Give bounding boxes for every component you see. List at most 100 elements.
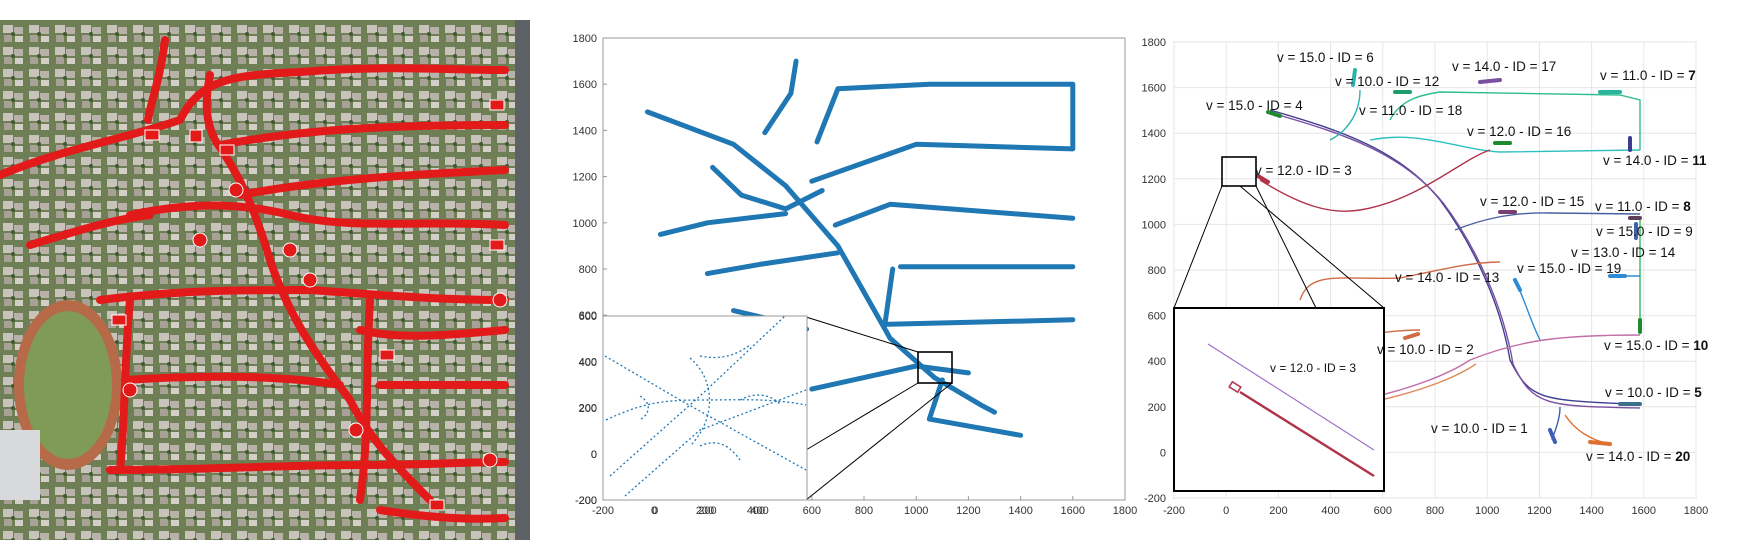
road-line — [926, 377, 1024, 438]
y-tick-label: 1800 — [1142, 37, 1166, 49]
x-tick-label: 800 — [855, 505, 873, 517]
x-tick-label: 800 — [1426, 505, 1444, 517]
vehicle-label: v = 11.0 - ID = 8 — [1595, 199, 1691, 214]
vehicle-velocity-text: v = 10.0 - ID = — [1335, 74, 1424, 89]
vehicle-labels: v = 15.0 - ID = 6v = 10.0 - ID = 12v = 1… — [1206, 50, 1708, 464]
vehicle-id-text: 8 — [1683, 199, 1691, 214]
vehicle-label: v = 11.0 - ID = 7 — [1600, 68, 1696, 83]
vehicle-label: v = 14.0 - ID = 13 — [1395, 270, 1499, 285]
y-tick-label: 400 — [579, 356, 597, 368]
x-tick-label: 1000 — [904, 505, 928, 517]
zoom-connector-bottom — [805, 382, 953, 501]
vehicle-velocity-text: v = 14.0 - ID = — [1395, 270, 1484, 285]
road-map-x-ticks: -200 0 200 400 600 800 1000 1200 1400 1600 1800 — [592, 496, 1137, 517]
vehicle-velocity-text: v = 15.0 - ID = — [1596, 224, 1685, 239]
vehicle-velocity-text: v = 14.0 - ID = — [1452, 59, 1541, 74]
y-tick-label: -200 — [1144, 493, 1166, 505]
vehicle-label: v = 12.0 - ID = 15 — [1480, 194, 1584, 209]
inset-x-tick-label: 0 — [651, 505, 657, 517]
inset-intersection-curves — [604, 315, 807, 497]
road-map-plot: -200 0 200 400 600 800 1000 1200 1400 1600 1800 -2… — [573, 33, 1138, 517]
x-tick-label: 1400 — [1008, 505, 1032, 517]
road-map-inset — [602, 315, 808, 501]
x-tick-label: 400 — [750, 505, 768, 517]
vehicle-label: v = 10.0 - ID = 12 — [1335, 74, 1439, 89]
vehicle-velocity-text: v = 11.0 - ID = — [1600, 68, 1688, 83]
y-tick-label: 1400 — [573, 125, 597, 137]
vehicle-label: v = 10.0 - ID = 2 — [1377, 342, 1474, 357]
vehicle-label: v = 14.0 - ID = 20 — [1586, 449, 1690, 464]
x-tick-label: 1200 — [1527, 505, 1551, 517]
vehicle-label: v = 12.0 - ID = 3 — [1255, 163, 1352, 178]
vehicle-id-text: 20 — [1675, 449, 1690, 464]
vehicle-label: v = 10.0 - ID = 5 — [1605, 385, 1702, 400]
zoom-connector-right — [1255, 185, 1317, 309]
y-tick-label: 800 — [579, 264, 597, 276]
y-tick-label: 1200 — [573, 172, 597, 184]
x-tick-label: 0 — [652, 505, 658, 517]
inset-y-tick-label: 0 — [591, 449, 597, 461]
vehicle-id-text: 12 — [1424, 74, 1439, 89]
building — [0, 430, 40, 500]
y-tick-label: 1400 — [1142, 128, 1166, 140]
vehicle-label: v = 15.0 - ID = 10 — [1604, 338, 1708, 353]
road-overlay — [0, 36, 509, 523]
vehicle-id-text: 15 — [1569, 194, 1584, 209]
y-tick-label: 1800 — [573, 33, 597, 45]
inset-y-tick-label: 400 — [579, 357, 597, 369]
vehicle-id-text: 1 — [1520, 421, 1528, 436]
y-tick-label: 200 — [1148, 402, 1166, 414]
vehicle-id-text: 17 — [1541, 59, 1556, 74]
inset-y-tick-label: 200 — [579, 403, 597, 415]
sports-field — [24, 311, 112, 459]
road-line — [809, 363, 971, 392]
x-tick-label: 600 — [803, 505, 821, 517]
vehicle-velocity-text: v = 13.0 - ID = — [1571, 245, 1660, 260]
vehicle-id-text: 19 — [1606, 261, 1621, 276]
vehicle-label: v = 14.0 - ID = 17 — [1452, 59, 1556, 74]
road-line — [882, 266, 1076, 327]
x-tick-label: 1400 — [1579, 505, 1603, 517]
vehicle-velocity-text: v = 14.0 - ID = — [1586, 449, 1675, 464]
vehicle-label: v = 15.0 - ID = 4 — [1206, 98, 1303, 113]
vehicle-velocity-text: v = 15.0 - ID = — [1517, 261, 1606, 276]
inset-reference-path — [1207, 343, 1375, 451]
vehicle-label: v = 10.0 - ID = 1 — [1431, 421, 1528, 436]
vehicle-velocity-text: v = 10.0 - ID = — [1377, 342, 1466, 357]
road-line — [710, 164, 825, 212]
road-map-inset-ticks: 0 200 400 -200 0 200 400 600 — [575, 311, 765, 517]
vehicle-velocity-text: v = 15.0 - ID = — [1277, 50, 1366, 65]
x-tick-label: 1800 — [1113, 505, 1137, 517]
vehicle-velocity-text: v = 15.0 - ID = — [1604, 338, 1693, 353]
y-tick-label: 1000 — [573, 218, 597, 230]
road-line — [832, 201, 1076, 228]
y-tick-label: 600 — [1148, 311, 1166, 323]
vehicle-velocity-text: v = 12.0 - ID = — [1467, 124, 1556, 139]
vehicle-id-text: 4 — [1295, 98, 1303, 113]
inset-x-tick-label: 200 — [696, 505, 714, 517]
x-tick-label: 200 — [1269, 505, 1287, 517]
road-map-y-ticks: -200 0 200 400 600 800 1000 1200 1400 1600 1800 — [573, 33, 607, 507]
vehicle-label: v = 14.0 - ID = 11 — [1603, 153, 1707, 168]
road-line — [809, 81, 1076, 184]
y-tick-label: 600 — [579, 310, 597, 322]
x-tick-label: 1800 — [1684, 505, 1708, 517]
vehicle-velocity-text: v = 14.0 - ID = — [1603, 153, 1692, 168]
vehicle-id-text: 11 — [1692, 153, 1707, 168]
road-centerlines — [644, 58, 1076, 438]
y-tick-label: 1600 — [1142, 83, 1166, 95]
highway — [515, 20, 530, 540]
vehicle-label: v = 11.0 - ID = 18 — [1359, 103, 1462, 118]
vehicle-label: v = 15.0 - ID = 9 — [1596, 224, 1693, 239]
inset-y-tick-label: -200 — [575, 495, 597, 507]
vehicle-velocity-text: v = 11.0 - ID = — [1359, 103, 1447, 118]
trajectory-x-ticks: -200 0 200 400 600 800 1000 1200 1400 1600 1800 — [1163, 505, 1708, 517]
road-line — [704, 250, 841, 277]
aerial-image — [0, 20, 530, 540]
inset-y-tick-label: 600 — [579, 311, 597, 323]
vehicle-velocity-text: v = 12.0 - ID = — [1255, 163, 1344, 178]
y-tick-label: 0 — [591, 449, 597, 461]
x-tick-label: 400 — [1321, 505, 1339, 517]
x-tick-label: 1600 — [1632, 505, 1656, 517]
y-tick-label: 800 — [1148, 265, 1166, 277]
